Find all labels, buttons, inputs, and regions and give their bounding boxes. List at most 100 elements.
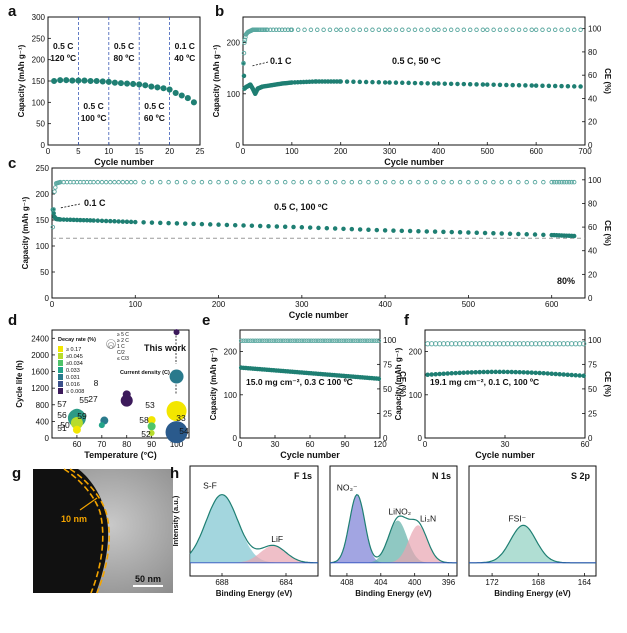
y-axis-label: Intensity (a.u.) <box>171 495 180 546</box>
capacity-point <box>432 229 438 234</box>
capacity-point <box>241 223 246 228</box>
ce-point <box>561 179 567 185</box>
annotation-rate: 0.1 C <box>84 198 106 208</box>
ce-point <box>341 179 346 185</box>
ce-point <box>166 179 171 185</box>
ce-point <box>291 179 296 185</box>
x-tick-label: 100 <box>129 300 143 309</box>
y-tick-label: 100 <box>409 391 423 400</box>
y-tick-label: 0 <box>45 294 50 303</box>
x-tick-label: 396 <box>442 578 456 587</box>
plot-frame <box>51 167 586 299</box>
capacity-point <box>571 233 577 239</box>
capacity-point <box>75 77 82 84</box>
capacity-point <box>557 371 562 377</box>
panel-letter-d: d <box>8 312 17 329</box>
x-tick-label: 0 <box>238 440 243 449</box>
capacity-point <box>108 218 113 224</box>
capacity-point <box>357 79 363 85</box>
y2-tick-label: 20 <box>588 118 597 127</box>
xps-subpanel: 408 404 400 396 Binding Energy (eV) N 1s NO₃⁻ L… <box>329 465 458 598</box>
capacity-point <box>578 84 583 89</box>
capacity-point <box>493 369 498 375</box>
ce-point <box>259 338 265 344</box>
decay-legend-swatch <box>58 346 63 352</box>
capacity-point <box>491 231 496 236</box>
x-axis-label: Cycle number <box>280 450 340 460</box>
capacity-point <box>112 219 117 224</box>
capacity-point <box>517 369 522 375</box>
capacity-point <box>453 370 458 376</box>
capacity-point <box>540 83 545 88</box>
literature-point-label: 53 <box>145 400 155 410</box>
y2-tick-label: 80 <box>588 199 597 208</box>
y-tick-label: 0 <box>236 141 241 150</box>
y-tick-label: 0 <box>418 434 423 443</box>
segment-rate-label: 0.5 C <box>144 101 164 111</box>
x-tick-label: 100 <box>285 147 299 156</box>
ce-point <box>541 179 546 185</box>
capacity-point <box>124 219 130 225</box>
annotation-retention: 80% <box>557 276 575 286</box>
ce-point <box>504 27 509 33</box>
y2-tick-label: 40 <box>588 94 597 103</box>
ce-point <box>350 338 356 344</box>
capacity-point <box>436 81 441 86</box>
ce-point <box>262 27 268 33</box>
ce-point <box>95 179 101 185</box>
tem-cei-outline-inner <box>63 468 104 594</box>
ce-point <box>346 338 351 344</box>
capacity-point <box>457 370 462 376</box>
ce-point <box>457 179 463 185</box>
ce-point <box>271 27 276 33</box>
ce-point <box>327 338 333 344</box>
capacity-point <box>338 79 343 84</box>
capacity-point <box>349 226 355 232</box>
x-tick-label: 600 <box>529 147 543 156</box>
x-tick-label: 400 <box>378 300 392 309</box>
ce-point <box>266 338 272 344</box>
capacity-point <box>516 231 521 237</box>
peak-fill <box>330 525 457 563</box>
ce-point <box>273 27 279 33</box>
capacity-point <box>357 227 363 232</box>
capacity-point <box>524 232 529 237</box>
ce-point <box>424 179 430 185</box>
current-legend-label: ≤ C/3 <box>117 356 129 362</box>
ce-point <box>243 338 249 344</box>
y-tick-label: 2000 <box>31 351 49 360</box>
annotation-condition: 0.5 C, 100 ºC <box>274 202 328 212</box>
y2-tick-label: 40 <box>588 247 597 256</box>
capacity-point <box>99 78 106 85</box>
ce-point <box>259 27 265 33</box>
capacity-point <box>465 370 470 375</box>
capacity-point <box>441 371 446 377</box>
capacity-point <box>509 369 514 375</box>
capacity-point <box>184 95 191 102</box>
capacity-point <box>241 73 247 79</box>
literature-point <box>147 422 156 431</box>
ce-point <box>371 338 377 344</box>
peak-label: LiF <box>271 534 283 544</box>
ce-point <box>299 179 305 185</box>
literature-point-label: 52 <box>141 429 151 439</box>
ce-point <box>351 27 356 33</box>
decay-legend-title: Decay rate (%) <box>58 337 96 343</box>
ce-point <box>174 179 180 185</box>
capacity-point <box>541 232 546 238</box>
y2-axis-label: CE (%) <box>398 371 407 397</box>
capacity-point <box>523 83 528 88</box>
ce-point <box>258 27 263 33</box>
y-tick-label: 1200 <box>31 384 49 393</box>
panel-d: 60 70 80 90 100 0 400 800 1200 1600 2000 2400 Temper… <box>15 329 190 460</box>
ce-point <box>407 179 413 185</box>
ce-point <box>232 179 238 185</box>
condition-annotation: 15.0 mg cm⁻², 0.3 C 100 ºC <box>246 377 353 387</box>
x-tick-label: 90 <box>341 440 350 449</box>
capacity-point <box>160 85 167 92</box>
ce-point <box>124 179 130 185</box>
ce-point <box>304 338 309 344</box>
capacity-point <box>461 81 467 87</box>
